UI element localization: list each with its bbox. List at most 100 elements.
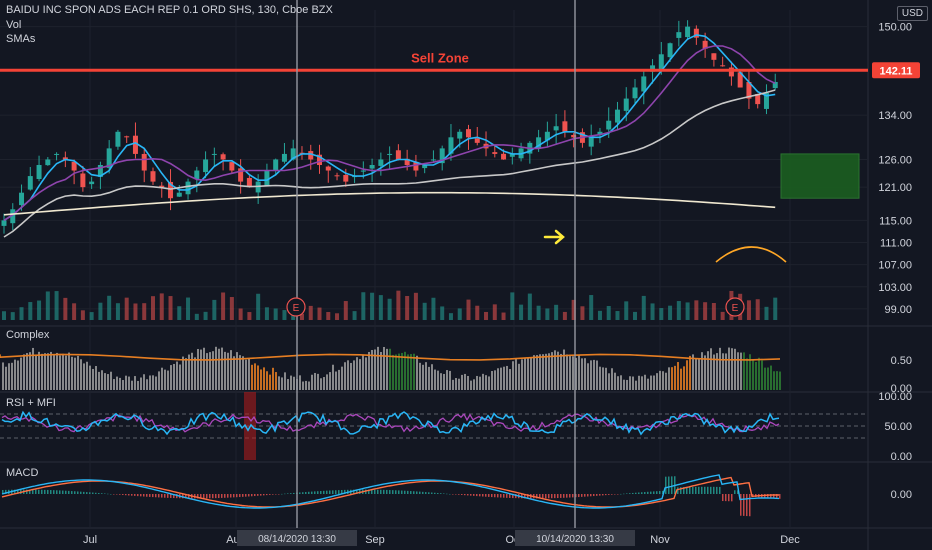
complex-bar <box>626 379 628 390</box>
candle-body <box>422 165 428 169</box>
macd-histogram-bar <box>329 490 331 494</box>
rsi-tick-label: 50.00 <box>884 421 912 433</box>
candle-body <box>97 165 103 177</box>
complex-bar <box>287 379 289 390</box>
complex-bar <box>701 352 703 390</box>
macd-histogram-bar <box>578 494 580 498</box>
macd-histogram-bar <box>650 491 652 494</box>
macd-histogram-bar <box>413 491 415 494</box>
time-tick-label: Dec <box>780 534 800 546</box>
macd-histogram-bar <box>284 493 286 495</box>
complex-bar <box>737 352 739 390</box>
macd-histogram-bar <box>512 494 514 499</box>
complex-bar <box>560 353 562 390</box>
macd-histogram-bar <box>83 491 85 494</box>
earnings-marker-icon <box>286 297 306 317</box>
macd-histogram-bar <box>443 493 445 494</box>
macd-histogram-bar <box>392 490 394 494</box>
macd-histogram-bar <box>2 489 4 494</box>
macd-histogram-bar <box>527 494 529 499</box>
complex-bar <box>551 352 553 390</box>
volume-bar <box>580 306 585 320</box>
candle-body <box>141 153 147 171</box>
volume-bar <box>203 311 208 320</box>
complex-bar <box>20 357 22 390</box>
complex-bar <box>659 370 661 390</box>
macd-histogram-bar <box>617 494 619 495</box>
complex-bar <box>11 362 13 390</box>
complex-bar <box>704 355 706 390</box>
complex-bar <box>389 348 391 390</box>
macd-histogram-bar <box>155 494 157 498</box>
candle-body <box>229 162 235 171</box>
complex-bar <box>761 360 763 390</box>
complex-bar <box>548 353 550 390</box>
macd-histogram-bar <box>695 486 697 494</box>
complex-bar <box>422 364 424 390</box>
complex-bar <box>446 370 448 390</box>
candle-body <box>19 192 25 206</box>
macd-histogram-bar <box>551 494 553 499</box>
macd-histogram-bar <box>494 494 496 498</box>
macd-histogram-bar <box>170 494 172 498</box>
complex-bar <box>416 355 418 390</box>
complex-bar <box>461 374 463 390</box>
macd-histogram-bar <box>389 490 391 494</box>
complex-bar <box>320 378 322 390</box>
macd-histogram-bar <box>263 494 265 496</box>
macd-histogram-bar <box>275 494 277 495</box>
volume-bar <box>492 304 497 320</box>
volume-bar <box>159 293 164 320</box>
complex-bar <box>38 351 40 390</box>
time-tick-label: Nov <box>650 534 670 546</box>
volume-bar <box>536 305 541 320</box>
candle-body <box>404 158 410 165</box>
complex-bar <box>743 352 745 390</box>
vol-label: Vol <box>6 19 22 31</box>
volume-bar <box>308 305 313 320</box>
sma-mid-line <box>3 45 776 222</box>
candle-body <box>676 32 682 38</box>
candle-body <box>185 181 191 195</box>
volume-bar <box>370 292 375 320</box>
complex-bar <box>716 353 718 390</box>
sma-long-line <box>3 191 776 216</box>
complex-bar <box>215 346 217 390</box>
macd-histogram-bar <box>14 489 16 494</box>
macd-histogram-bar <box>395 490 397 494</box>
arrow-icon <box>543 229 565 245</box>
complex-bar <box>566 354 568 390</box>
complex-bar <box>62 353 64 390</box>
complex-pane: Complex <box>0 329 781 390</box>
complex-bar <box>629 376 631 390</box>
macd-histogram-bar <box>41 489 43 494</box>
macd-histogram-bar <box>95 492 97 494</box>
macd-histogram-bar <box>620 493 622 495</box>
macd-histogram-bar <box>197 494 199 499</box>
macd-histogram-bar <box>479 494 481 497</box>
complex-bar <box>635 380 637 390</box>
volume-bar <box>238 308 243 320</box>
macd-histogram-bar <box>128 494 130 496</box>
complex-bar <box>260 369 262 390</box>
complex-bar <box>773 371 775 390</box>
volume-bar <box>562 311 567 320</box>
macd-histogram-bar <box>425 492 427 494</box>
complex-bar <box>473 379 475 390</box>
complex-bar <box>275 372 277 390</box>
complex-bar <box>365 357 367 390</box>
macd-histogram-bar <box>365 489 367 494</box>
macd-histogram-bar <box>254 494 256 497</box>
macd-histogram-bar <box>341 489 343 494</box>
volume-bar <box>545 308 550 320</box>
volume-bar <box>448 313 453 320</box>
currency-badge[interactable]: USD <box>896 6 928 21</box>
macd-histogram-bar <box>773 494 775 499</box>
complex-bar <box>137 380 139 390</box>
complex-bar <box>77 355 79 390</box>
volume-bar <box>352 311 357 320</box>
complex-bar <box>632 376 634 390</box>
macd-histogram-bar <box>386 489 388 494</box>
complex-bar <box>734 348 736 390</box>
